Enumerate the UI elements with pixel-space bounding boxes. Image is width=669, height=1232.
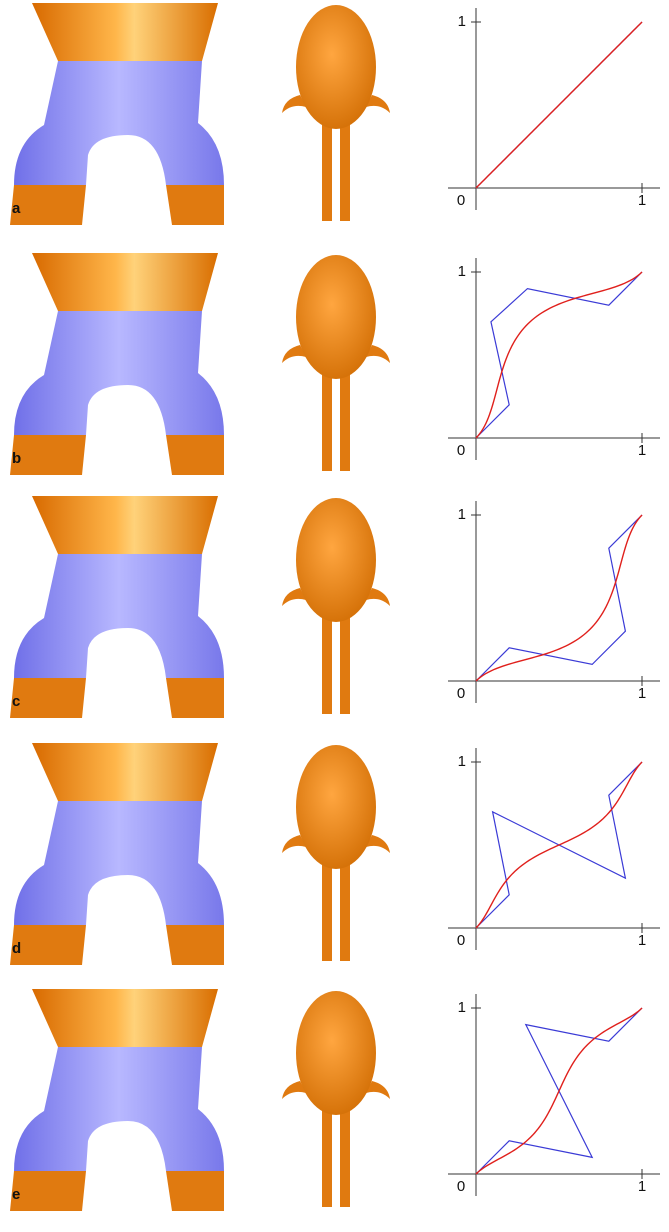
- mesh-render: [10, 253, 224, 475]
- control-polygon: [476, 515, 642, 681]
- x-tick-label: 0: [457, 1178, 465, 1195]
- x-tick-label: 0: [457, 685, 465, 702]
- y-tick-label: 1: [458, 753, 466, 770]
- y-tick-label: 1: [458, 13, 466, 30]
- panel-label: e: [12, 1186, 20, 1203]
- page: {"chart_data": [ {"type": "bezier", "lab…: [0, 0, 669, 1227]
- panel-label: b: [12, 450, 21, 467]
- panel-label: d: [12, 940, 21, 957]
- model-render: [282, 498, 390, 714]
- panel-label: c: [12, 693, 20, 710]
- figure: a 0 1 1 b 0 1 1 c 0 1 1 d 0 1 1 e 0 1 1: [0, 0, 669, 1227]
- x-tick-label: 1: [638, 932, 646, 949]
- model-render: [282, 255, 390, 471]
- mesh-render: [10, 743, 224, 965]
- mesh-render: [10, 989, 224, 1211]
- model-render: [282, 5, 390, 221]
- x-tick-label: 1: [638, 192, 646, 209]
- y-tick-label: 1: [458, 506, 466, 523]
- panel-label: a: [12, 200, 21, 217]
- control-polygon: [476, 272, 642, 438]
- mesh-render: [10, 496, 224, 718]
- model-render: [282, 991, 390, 1207]
- mesh-render: [10, 3, 224, 225]
- bezier-curve: [476, 22, 642, 188]
- x-tick-label: 1: [638, 442, 646, 459]
- y-tick-label: 1: [458, 999, 466, 1016]
- x-tick-label: 1: [638, 1178, 646, 1195]
- x-tick-label: 0: [457, 932, 465, 949]
- x-tick-label: 0: [457, 192, 465, 209]
- y-tick-label: 1: [458, 263, 466, 280]
- x-tick-label: 1: [638, 685, 646, 702]
- x-tick-label: 0: [457, 442, 465, 459]
- model-render: [282, 745, 390, 961]
